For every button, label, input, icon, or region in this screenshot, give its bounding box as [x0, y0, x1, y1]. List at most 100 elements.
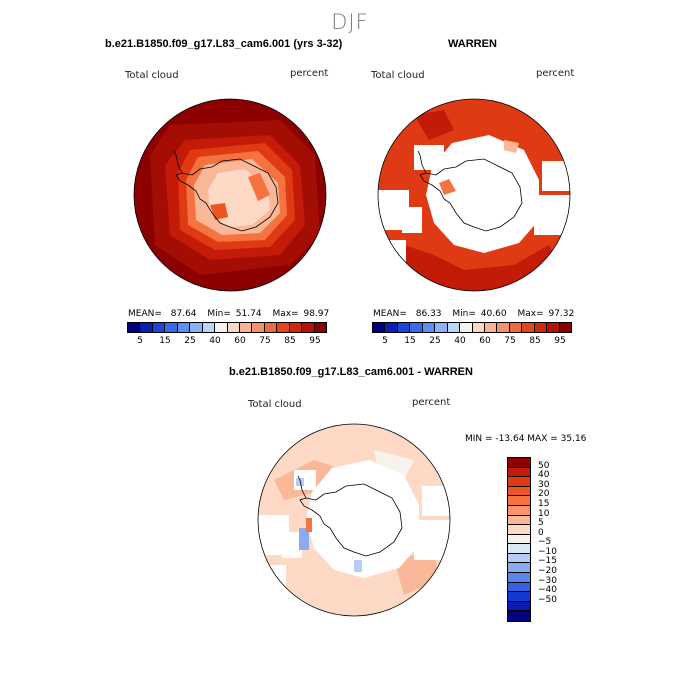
colorbar-tick-label: 5 — [382, 336, 388, 346]
colorbar-cell — [128, 323, 141, 332]
colorbar-tick-label: −30 — [538, 575, 557, 586]
colorbar-cell — [227, 323, 240, 332]
colorbar-cell — [534, 323, 548, 332]
right-polar-map — [377, 98, 571, 292]
right-variable-label: Total cloud — [371, 70, 425, 81]
right-colorbar — [372, 322, 572, 333]
colorbar-cell — [508, 467, 530, 478]
colorbar-tick-label: 15 — [159, 336, 171, 346]
colorbar-tick-label: 10 — [538, 508, 550, 519]
left-min-value: 51.74 — [235, 309, 262, 319]
colorbar-cell — [190, 323, 203, 332]
colorbar-tick-label: −15 — [538, 556, 557, 567]
diff-minmax: MIN = -13.64 MAX = 35.16 — [465, 434, 587, 444]
colorbar-cell — [277, 323, 290, 332]
colorbar-cell — [508, 515, 530, 526]
left-polar-map — [133, 98, 327, 292]
colorbar-cell — [202, 323, 216, 332]
colorbar-cell — [385, 323, 398, 332]
left-panel-header: b.e21.B1850.f09_g17.L83_cam6.001 (yrs 3-… — [105, 38, 343, 50]
colorbar-tick-label: 25 — [184, 336, 196, 346]
colorbar-cell — [460, 323, 473, 332]
colorbar-tick-label: 40 — [454, 336, 466, 346]
colorbar-tick-label: −20 — [538, 566, 557, 577]
colorbar-cell — [508, 601, 530, 612]
colorbar-cell — [547, 323, 560, 332]
colorbar-cell — [373, 323, 386, 332]
colorbar-tick-label: 85 — [284, 336, 296, 346]
colorbar-cell — [177, 323, 191, 332]
colorbar-cell — [508, 553, 530, 564]
left-mean-label: MEAN= — [128, 309, 162, 319]
colorbar-tick-label: −5 — [538, 537, 552, 548]
colorbar-tick-label: 60 — [479, 336, 491, 346]
colorbar-tick-label: 25 — [429, 336, 441, 346]
colorbar-tick-label: 40 — [209, 336, 221, 346]
left-max-label: Max= — [272, 309, 299, 319]
colorbar-cell — [472, 323, 485, 332]
diff-colorbar-ticks: 50 40 30 20 15 10 5 0 −5 −10 −15 −20 −30 −40 −50 — [538, 457, 578, 622]
diff-panel-header: b.e21.B1850.f09_g17.L83_cam6.001 - WARRE… — [229, 366, 473, 378]
colorbar-cell — [508, 505, 530, 516]
colorbar-cell — [508, 544, 530, 554]
colorbar-cell — [397, 323, 411, 332]
colorbar-cell — [508, 582, 530, 593]
colorbar-cell — [508, 458, 530, 468]
colorbar-cell — [508, 592, 530, 602]
colorbar-cell — [410, 323, 423, 332]
colorbar-tick-label: 95 — [554, 336, 566, 346]
colorbar-cell — [314, 323, 326, 332]
colorbar-cell — [215, 323, 228, 332]
colorbar-cell — [289, 323, 303, 332]
colorbar-cell — [447, 323, 461, 332]
colorbar-cell — [559, 323, 571, 332]
page-title: DJF — [331, 10, 369, 34]
colorbar-tick-label: 85 — [529, 336, 541, 346]
colorbar-cell — [252, 323, 265, 332]
left-units-label: percent — [290, 68, 329, 79]
left-min-label: Min= — [207, 309, 231, 319]
colorbar-tick-label: −50 — [538, 594, 557, 605]
colorbar-cell — [152, 323, 166, 332]
colorbar-cell — [509, 323, 523, 332]
colorbar-cell — [508, 534, 530, 545]
colorbar-tick-label: 95 — [309, 336, 321, 346]
left-mean-value: 87.64 — [170, 309, 197, 319]
colorbar-cell — [302, 323, 315, 332]
diff-units-label: percent — [412, 397, 451, 408]
colorbar-tick-label: 20 — [538, 489, 550, 500]
colorbar-cell — [508, 611, 530, 621]
left-variable-label: Total cloud — [125, 70, 179, 81]
diff-colorbar — [507, 457, 531, 622]
colorbar-cell — [508, 477, 530, 487]
right-max-label: Max= — [517, 309, 544, 319]
colorbar-cell — [239, 323, 253, 332]
colorbar-tick-label: −40 — [538, 585, 557, 596]
left-colorbar — [127, 322, 327, 333]
colorbar-cell — [497, 323, 510, 332]
right-mean-label: MEAN= — [373, 309, 407, 319]
colorbar-cell — [508, 525, 530, 535]
colorbar-tick-label: −10 — [538, 546, 557, 557]
colorbar-cell — [140, 323, 153, 332]
colorbar-tick-label: 0 — [538, 527, 544, 538]
right-max-value: 97.32 — [548, 309, 575, 319]
colorbar-cell — [508, 573, 530, 583]
colorbar-tick-label: 75 — [504, 336, 516, 346]
colorbar-tick-label: 60 — [234, 336, 246, 346]
diff-variable-label: Total cloud — [248, 399, 302, 410]
right-min-value: 40.60 — [480, 309, 507, 319]
colorbar-tick-label: 50 — [538, 460, 550, 471]
colorbar-tick-label: 5 — [137, 336, 143, 346]
colorbar-tick-label: 30 — [538, 479, 550, 490]
colorbar-cell — [522, 323, 535, 332]
right-units-label: percent — [536, 68, 575, 79]
colorbar-tick-label: 5 — [538, 518, 544, 529]
colorbar-cell — [435, 323, 448, 332]
colorbar-tick-label: 75 — [259, 336, 271, 346]
colorbar-cell — [484, 323, 498, 332]
colorbar-cell — [264, 323, 278, 332]
colorbar-tick-label: 40 — [538, 470, 550, 481]
left-max-value: 98.97 — [303, 309, 330, 319]
right-min-label: Min= — [452, 309, 476, 319]
